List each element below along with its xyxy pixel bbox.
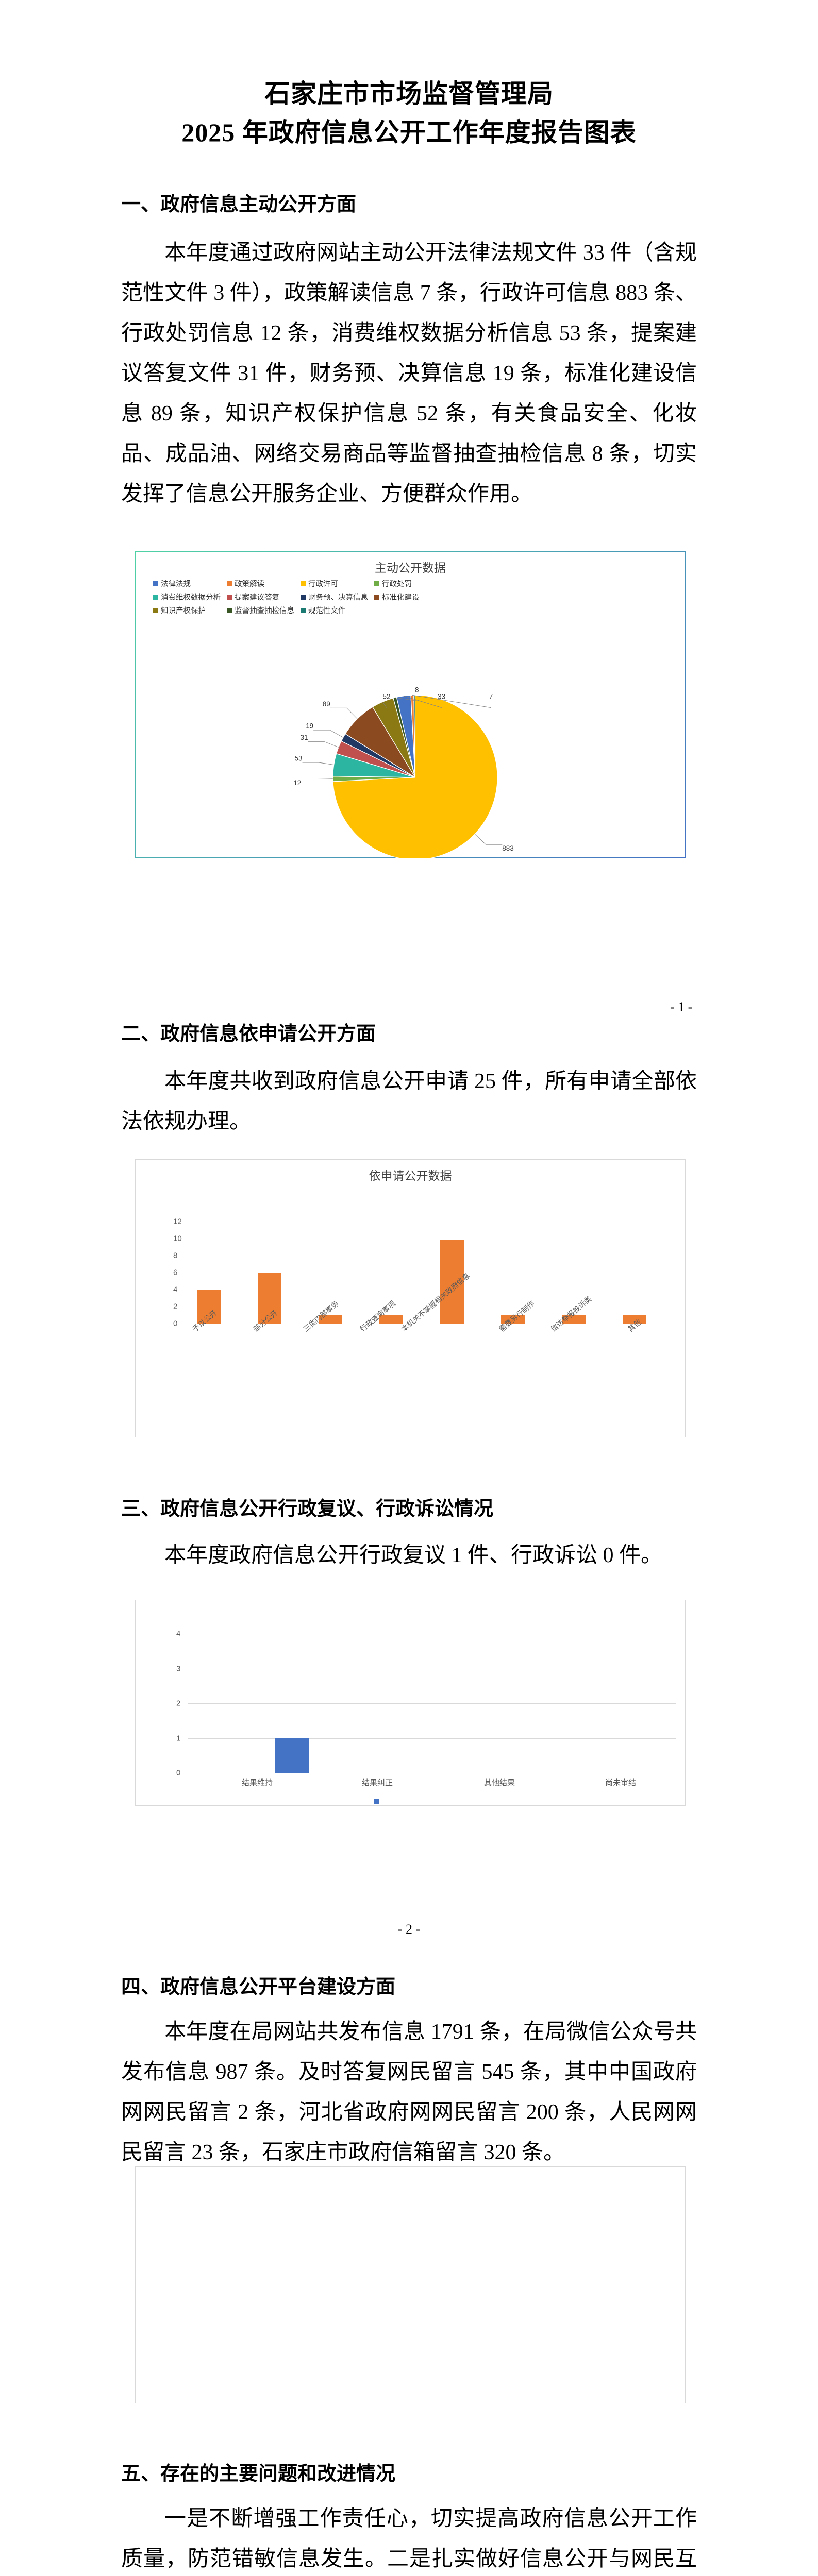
svg-text:12: 12 bbox=[293, 779, 301, 787]
svg-text:33: 33 bbox=[438, 693, 445, 701]
svg-text:19: 19 bbox=[306, 722, 313, 730]
svg-text:8: 8 bbox=[415, 686, 419, 693]
svg-text:7: 7 bbox=[489, 693, 493, 701]
svg-text:883: 883 bbox=[502, 844, 513, 852]
svg-text:89: 89 bbox=[323, 700, 330, 708]
svg-text:52: 52 bbox=[382, 693, 390, 701]
svg-text:53: 53 bbox=[295, 755, 303, 762]
svg-text:31: 31 bbox=[301, 734, 308, 741]
